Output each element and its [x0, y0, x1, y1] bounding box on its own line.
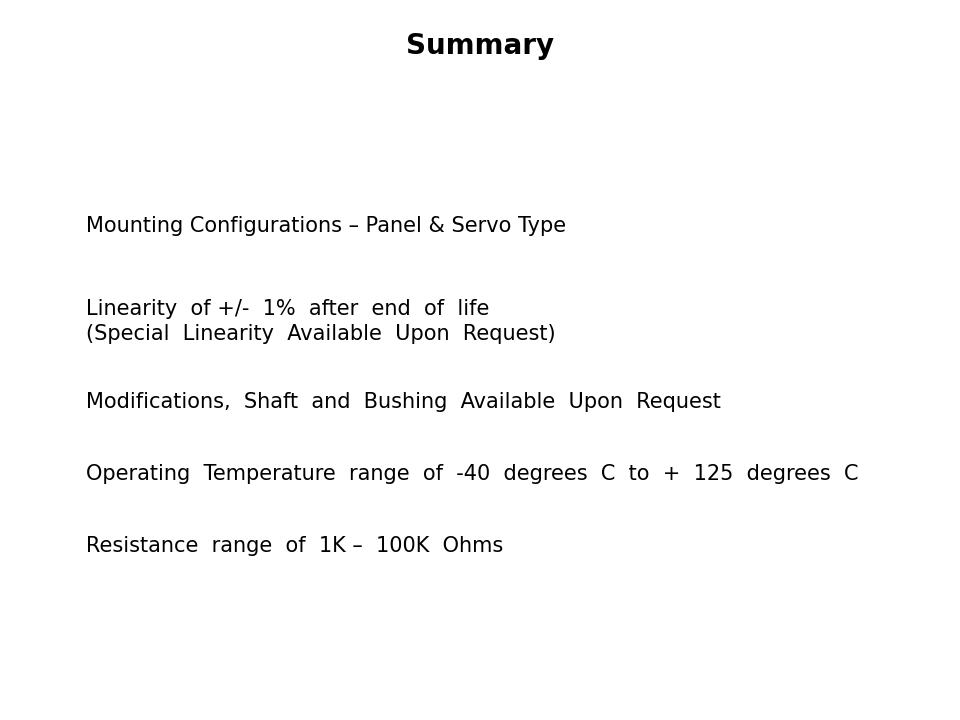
Text: Resistance  range  of  1K –  100K  Ohms: Resistance range of 1K – 100K Ohms	[86, 536, 504, 557]
Text: Linearity  of +/-  1%  after  end  of  life
(Special  Linearity  Available  Upon: Linearity of +/- 1% after end of life (S…	[86, 299, 556, 344]
Text: Operating  Temperature  range  of  -40  degrees  C  to  +  125  degrees  C: Operating Temperature range of -40 degre…	[86, 464, 859, 485]
Text: Modifications,  Shaft  and  Bushing  Available  Upon  Request: Modifications, Shaft and Bushing Availab…	[86, 392, 721, 413]
Text: Summary: Summary	[406, 32, 554, 60]
Text: Mounting Configurations – Panel & Servo Type: Mounting Configurations – Panel & Servo …	[86, 216, 566, 236]
